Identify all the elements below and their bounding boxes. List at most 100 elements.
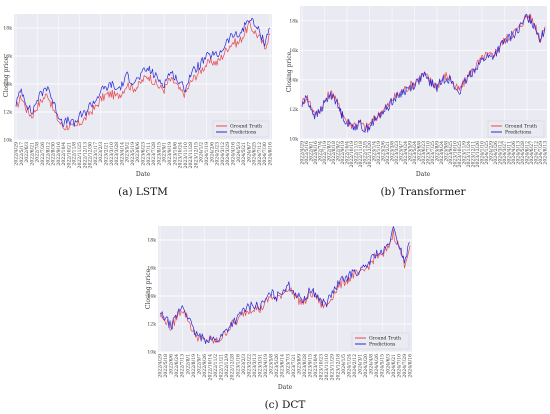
x-tick-label: 2023/10/25	[457, 141, 463, 168]
x-tick-label: 2023/11/28	[188, 142, 194, 169]
x-tick-label: 2023/1/16	[235, 354, 241, 378]
x-tick-label: 2023/4/14	[119, 142, 125, 166]
caption-dct: (c) DCT	[265, 399, 306, 411]
plot-area-transformer	[300, 6, 547, 139]
x-tick-label: 2022/12/30	[88, 142, 94, 169]
x-tick-label: 2023/7/25	[430, 141, 436, 165]
x-tick-label: 2023/11/29	[330, 354, 336, 381]
x-tick-label: 2024/3/20	[363, 354, 369, 378]
x-tick-label: 2023/9/19	[167, 142, 173, 166]
plot-area-dct	[158, 226, 412, 352]
x-tick-label: 2024/6/7	[246, 142, 252, 163]
x-tick-label: 2022/12/13	[82, 142, 88, 169]
x-tick-label: 2024/7/29	[402, 354, 408, 378]
y-tick-label: 18k	[3, 26, 12, 32]
x-tick-label: 2023/4/7	[399, 141, 405, 162]
x-tick-label: 2022/10/14	[208, 354, 214, 381]
x-tick-label: 2023/6/8	[417, 141, 423, 162]
y-tick-label: 12k	[147, 322, 156, 328]
x-tick-label: 2022/10/4	[61, 142, 67, 166]
legend-box-lstm	[212, 120, 270, 138]
x-axis-label-lstm: Date	[136, 171, 151, 178]
y-tick-label: 10k	[147, 350, 156, 356]
y-axis-label-lstm: Closing price	[3, 56, 10, 97]
series-line-ground-truth	[15, 21, 271, 131]
x-tick-label: 2022/9/16	[56, 142, 62, 166]
x-tick-label: 2023/2/22	[246, 354, 252, 378]
x-tick-label: 2024/7/12	[257, 142, 263, 166]
x-tick-label: 2023/6/6	[135, 142, 141, 163]
x-tick-label: 2023/4/19	[263, 354, 269, 378]
caption-lstm: (a) LSTM	[118, 186, 168, 198]
x-tick-label: 2022/11/3	[354, 141, 360, 165]
x-tick-label: 2023/1/19	[376, 141, 382, 165]
x-tick-label: 2024/4/11	[507, 141, 513, 165]
x-tick-label: 2023/3/13	[252, 354, 258, 378]
x-tick-label: 2022/6/21	[29, 142, 35, 166]
x-tick-label: 2024/6/12	[525, 141, 531, 165]
x-tick-label: 2023/4/24	[403, 141, 409, 165]
x-tick-label: 2023/9/8	[444, 141, 450, 162]
x-tick-label: 2022/9/19	[340, 141, 346, 165]
x-tick-label: 2023/7/10	[426, 141, 432, 165]
y-tick-label: 18k	[147, 238, 156, 244]
x-tick-label: 2023/10/10	[453, 141, 459, 168]
x-tick-label: 2022/8/1	[185, 354, 191, 375]
legend-dct: Ground Truth Predictions	[351, 332, 410, 350]
x-tick-label: 2024/4/26	[374, 354, 380, 378]
grid-lstm	[14, 14, 272, 141]
x-tick-label: 2022/8/3	[327, 141, 333, 162]
x-tick-label: 2024/4/26	[511, 141, 517, 165]
x-tick-label: 2024/3/12	[498, 141, 504, 165]
x-tick-label: 2022/6/1	[309, 141, 315, 162]
x-tick-label: 2024/8/16	[268, 142, 274, 166]
x-tick-label: 2023/7/3	[285, 354, 291, 375]
x-tick-label: 2022/5/18	[163, 354, 169, 378]
x-tick-label: 2022/8/30	[51, 142, 57, 166]
x-tick-label: 2023/10/24	[178, 142, 184, 169]
x-tick-label: 2024/5/3	[236, 142, 242, 163]
y-tick-label: 10k	[289, 137, 298, 143]
x-tick-label: 2023/5/8	[269, 354, 275, 375]
y-tick-label: 14k	[147, 294, 156, 300]
grid-dct	[158, 226, 412, 353]
x-tick-label: 2023/12/18	[335, 354, 341, 381]
x-axis-label-dct: Date	[278, 384, 293, 391]
x-tick-label: 2023/2/3	[241, 354, 247, 375]
x-tick-label: 2022/5/16	[304, 141, 310, 165]
series-line-predictions	[301, 13, 546, 133]
y-axis-label-transformer: Closing price	[286, 51, 293, 92]
x-tick-label: 2023/2/6	[381, 141, 387, 162]
x-tick-label: 2024/6/25	[252, 142, 258, 166]
x-tick-label: 2024/1/2	[199, 142, 205, 163]
y-tick-label: 16k	[147, 266, 156, 272]
x-tick-label: 2024/5/13	[516, 141, 522, 165]
x-tick-label: 2024/1/5	[341, 354, 347, 375]
x-tick-label: 2023/3/8	[390, 141, 396, 162]
x-tick-label: 2024/1/10	[480, 141, 486, 165]
x-tick-label: 2023/7/21	[291, 354, 297, 378]
x-tick-label: 2022/10/4	[345, 141, 351, 165]
x-tick-label: 2022/4/29	[300, 141, 306, 165]
x-tick-label: 2024/7/10	[396, 354, 402, 378]
x-tick-label: 2023/11/9	[462, 141, 468, 165]
x-tick-label: 2022/6/6	[169, 354, 175, 375]
x-tick-label: 2022/11/2	[213, 354, 219, 378]
x-tick-label: 2023/6/23	[421, 141, 427, 165]
legend-box-transformer	[487, 120, 545, 138]
x-tick-label: 2022/5/17	[19, 142, 25, 166]
series-transformer	[301, 13, 546, 133]
x-tick-label: 2022/6/24	[174, 354, 180, 378]
x-tick-label: 2024/7/29	[538, 141, 544, 165]
x-tick-label: 2023/5/24	[412, 141, 418, 165]
legend-label-ground-truth: Ground Truth	[505, 124, 537, 130]
x-tick-label: 2023/8/9	[296, 354, 302, 375]
x-tick-label: 2024/6/21	[391, 354, 397, 378]
x-tick-label: 2024/1/24	[346, 354, 352, 378]
x-tick-label: 2024/4/16	[230, 142, 236, 166]
x-tick-label: 2022/9/2	[336, 141, 342, 162]
x-tick-label: 2024/2/26	[493, 141, 499, 165]
x-tick-label: 2023/2/3	[98, 142, 104, 163]
x-tick-label: 2024/3/12	[220, 142, 226, 166]
x-tick-label: 2022/7/26	[40, 142, 46, 166]
